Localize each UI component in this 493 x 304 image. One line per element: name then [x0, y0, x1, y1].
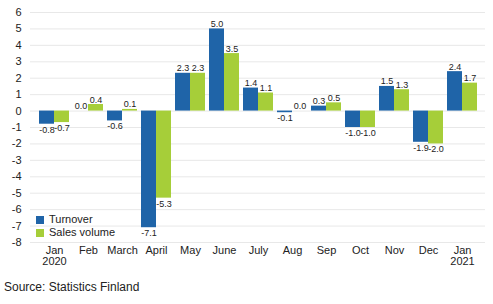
svg-text:Aug: Aug	[283, 244, 303, 256]
svg-text:3: 3	[15, 55, 21, 67]
svg-text:0.4: 0.4	[90, 95, 103, 105]
svg-text:1.4: 1.4	[245, 78, 258, 88]
svg-text:-1.9: -1.9	[413, 143, 429, 153]
svg-text:1.1: 1.1	[260, 83, 273, 93]
svg-text:-1.0: -1.0	[360, 128, 376, 138]
svg-text:1.5: 1.5	[381, 76, 394, 86]
svg-text:2.4: 2.4	[449, 62, 462, 72]
svg-text:July: July	[249, 244, 269, 256]
svg-text:-5: -5	[12, 187, 22, 199]
svg-text:-0.6: -0.6	[107, 121, 123, 131]
svg-text:April: April	[145, 244, 167, 256]
svg-text:-0.1: -0.1	[277, 113, 293, 123]
svg-text:5.0: 5.0	[211, 19, 224, 29]
svg-text:1.3: 1.3	[396, 80, 409, 90]
svg-text:-2: -2	[12, 137, 22, 149]
svg-text:Oct: Oct	[352, 244, 369, 256]
svg-text:0: 0	[15, 105, 21, 117]
svg-text:2.3: 2.3	[177, 63, 190, 73]
html-text:Source: Statistics Finland: Source: Statistics Finland	[4, 280, 140, 294]
svg-text:March: March	[107, 244, 138, 256]
svg-text:0.1: 0.1	[124, 99, 137, 109]
svg-text:June: June	[213, 244, 237, 256]
svg-text:Feb: Feb	[79, 244, 98, 256]
svg-text:2.3: 2.3	[192, 63, 205, 73]
svg-text:6: 6	[15, 6, 21, 18]
html-text:Turnover: Turnover	[49, 213, 93, 225]
svg-text:-0.8: -0.8	[39, 125, 55, 135]
svg-text:-3: -3	[12, 154, 22, 166]
svg-text:1: 1	[15, 88, 21, 100]
svg-text:0.0: 0.0	[75, 101, 88, 111]
svg-text:Dec: Dec	[419, 244, 439, 256]
svg-text:Nov: Nov	[385, 244, 405, 256]
svg-text:3.5: 3.5	[226, 44, 239, 54]
svg-text:0.0: 0.0	[294, 101, 307, 111]
svg-text:4: 4	[15, 39, 21, 51]
svg-text:-2.0: -2.0	[428, 144, 444, 154]
svg-text:0.3: 0.3	[313, 96, 326, 106]
svg-text:0.5: 0.5	[328, 93, 341, 103]
svg-text:Jan2021: Jan2021	[450, 244, 474, 267]
svg-text:May: May	[180, 244, 201, 256]
svg-text:Jan2020: Jan2020	[42, 244, 66, 267]
svg-text:-5.3: -5.3	[156, 199, 172, 209]
svg-text:2: 2	[15, 72, 21, 84]
svg-text:1.7: 1.7	[464, 73, 477, 83]
svg-text:-1.0: -1.0	[345, 128, 361, 138]
svg-text:-4: -4	[12, 170, 22, 182]
svg-text:5: 5	[15, 22, 21, 34]
svg-text:-6: -6	[12, 203, 22, 215]
html-text:Sales volume: Sales volume	[49, 226, 115, 238]
svg-text:-1: -1	[12, 121, 22, 133]
svg-text:-8: -8	[12, 236, 22, 248]
svg-text:-0.7: -0.7	[54, 123, 70, 133]
svg-text:-7.1: -7.1	[141, 228, 157, 238]
svg-text:-7: -7	[12, 220, 22, 232]
svg-text:Sep: Sep	[317, 244, 337, 256]
